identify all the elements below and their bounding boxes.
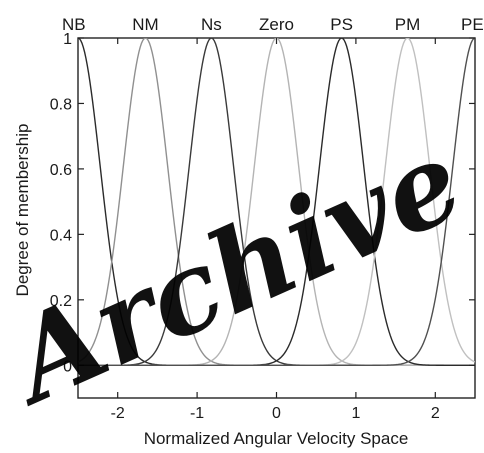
y-tick-label: 0.4: [50, 227, 72, 244]
series-label-pm: PM: [395, 15, 421, 34]
x-tick-label: -2: [111, 405, 125, 422]
series-label-zero: Zero: [259, 15, 294, 34]
series-pb-line: [78, 38, 475, 366]
x-tick-label: 2: [431, 405, 440, 422]
y-tick-label: 0: [63, 358, 72, 375]
series-labels: NB NM Ns Zero PS PM PE: [62, 15, 484, 34]
series-label-ps: PS: [330, 15, 353, 34]
series-label-nm: NM: [132, 15, 158, 34]
series-label-ns: Ns: [201, 15, 222, 34]
watermark: Archive of SID: [0, 0, 484, 431]
x-tick-label: -1: [190, 405, 204, 422]
watermark-text: Archive of SID: [0, 0, 484, 431]
x-tick-label: 0: [272, 405, 281, 422]
axis-ticks: -2 -1 0 1 2 0 0.2 0.4 0.6 0.8 1: [50, 31, 475, 422]
series-label-pe: PE: [461, 15, 484, 34]
series-label-nb: NB: [62, 15, 86, 34]
y-tick-label: 0.2: [50, 293, 72, 310]
y-tick-label: 1: [63, 31, 72, 48]
x-axis-label: Normalized Angular Velocity Space: [144, 429, 409, 448]
x-tick-label: 1: [351, 405, 360, 422]
y-tick-label: 0.6: [50, 162, 72, 179]
y-tick-label: 0.8: [50, 96, 72, 113]
y-axis-label: Degree of membership: [13, 124, 32, 297]
